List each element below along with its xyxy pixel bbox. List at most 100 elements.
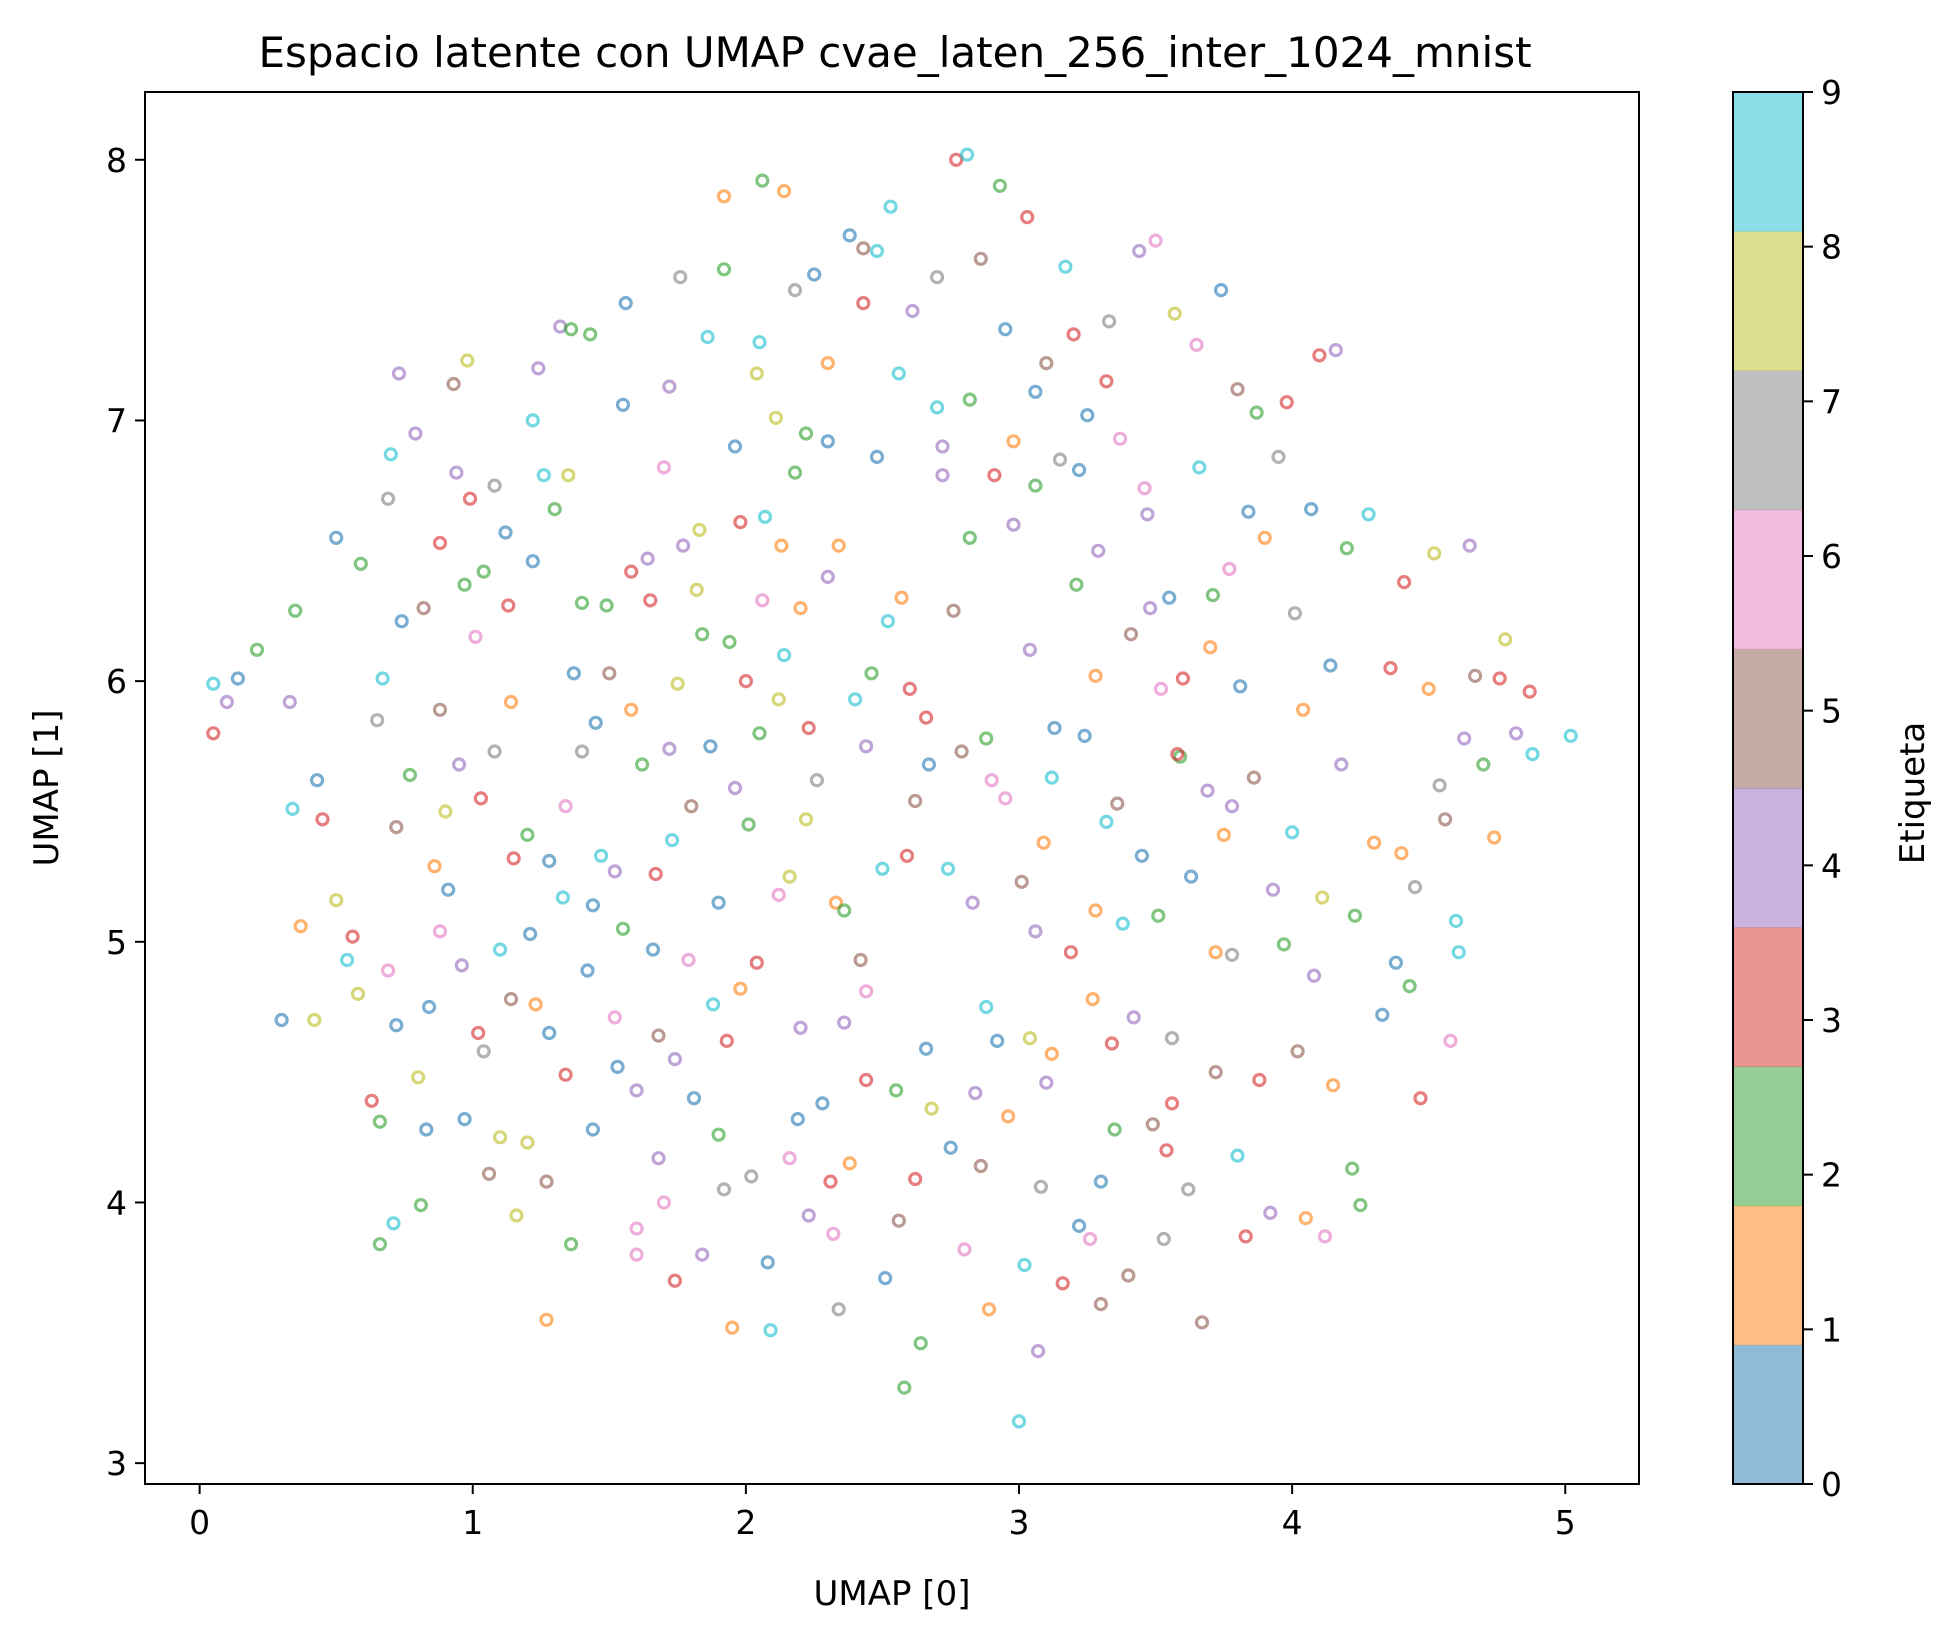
data-point	[449, 465, 464, 480]
data-point	[760, 1255, 775, 1270]
data-point	[1208, 1064, 1223, 1080]
data-point	[1123, 627, 1139, 642]
data-point	[282, 694, 297, 710]
data-point	[432, 924, 448, 939]
data-point	[583, 327, 598, 342]
data-point	[1334, 757, 1349, 772]
data-point	[574, 744, 590, 759]
data-point	[1132, 243, 1147, 259]
data-point	[801, 1208, 816, 1223]
data-point	[1230, 1148, 1245, 1163]
data-point	[651, 1028, 666, 1043]
data-point	[1315, 890, 1330, 905]
data-point	[493, 1130, 508, 1145]
data-point	[618, 296, 633, 311]
data-point	[1142, 600, 1158, 616]
data-point	[1203, 640, 1218, 655]
data-point	[837, 903, 852, 918]
data-point	[634, 757, 650, 772]
data-point	[1396, 574, 1412, 590]
data-point	[1145, 1117, 1160, 1132]
y-tick-label: 8	[106, 141, 127, 180]
data-point	[528, 997, 543, 1012]
data-point	[826, 1226, 841, 1241]
data-point	[1306, 968, 1322, 983]
data-point	[580, 963, 595, 978]
data-point	[776, 184, 792, 199]
data-point	[902, 681, 917, 697]
data-point	[1432, 778, 1447, 793]
data-point	[757, 509, 773, 525]
data-point	[599, 598, 614, 613]
data-point	[774, 538, 789, 553]
data-point	[1413, 1091, 1428, 1106]
data-point	[454, 958, 469, 973]
data-point	[585, 898, 601, 913]
colorbar-tick-label: 8	[1821, 228, 1842, 267]
data-point	[673, 270, 688, 285]
x-tick-label: 2	[735, 1503, 756, 1542]
y-tick-label: 7	[106, 401, 127, 440]
data-point	[847, 692, 863, 707]
data-point	[520, 1135, 535, 1150]
data-point	[389, 1018, 404, 1033]
data-point	[643, 593, 658, 608]
data-point	[1022, 1031, 1038, 1046]
data-point	[310, 773, 325, 788]
data-point	[386, 1216, 401, 1231]
data-point	[1437, 812, 1453, 827]
data-point	[1044, 770, 1059, 785]
data-point	[891, 1213, 906, 1228]
data-point	[842, 1156, 857, 1171]
data-point	[375, 671, 390, 686]
data-point	[645, 942, 661, 957]
data-point	[542, 1025, 557, 1041]
data-point	[353, 556, 368, 571]
data-point	[998, 322, 1013, 337]
data-point	[307, 1012, 322, 1028]
data-point	[1159, 1143, 1174, 1158]
data-point	[1028, 478, 1043, 493]
data-point	[858, 1072, 874, 1088]
data-point	[979, 731, 994, 746]
data-point	[498, 525, 513, 540]
data-point	[340, 952, 355, 968]
data-point	[624, 702, 639, 717]
data-point	[842, 228, 857, 243]
data-point	[771, 887, 786, 903]
data-point	[408, 426, 423, 441]
data-point	[719, 1033, 734, 1049]
data-point	[315, 812, 330, 827]
data-point	[763, 1323, 778, 1338]
data-point	[1467, 668, 1483, 684]
data-point	[1257, 530, 1272, 545]
data-point	[1189, 337, 1204, 352]
data-point	[1323, 658, 1338, 673]
data-point	[1071, 462, 1087, 478]
data-point	[1014, 874, 1029, 889]
data-point	[1522, 684, 1537, 699]
data-point	[689, 582, 704, 598]
data-point	[968, 1085, 983, 1101]
data-point	[935, 439, 950, 454]
data-point	[1052, 452, 1068, 467]
data-point	[793, 1020, 808, 1035]
data-point	[1265, 882, 1281, 897]
colorbar-tick-label: 0	[1821, 1465, 1842, 1504]
points-layer	[206, 147, 1578, 1429]
data-point	[918, 710, 934, 725]
data-point	[419, 1122, 434, 1137]
data-point	[1208, 945, 1223, 960]
data-point	[700, 329, 715, 345]
data-point	[372, 1114, 387, 1129]
data-point	[432, 535, 448, 551]
data-point	[525, 413, 540, 428]
data-point	[1017, 1257, 1032, 1273]
data-point	[987, 468, 1002, 483]
data-point	[1194, 1315, 1210, 1330]
data-point	[629, 1083, 644, 1098]
data-point	[1058, 259, 1073, 274]
data-point	[438, 804, 453, 819]
data-point	[539, 1312, 554, 1327]
data-point	[957, 1242, 972, 1257]
